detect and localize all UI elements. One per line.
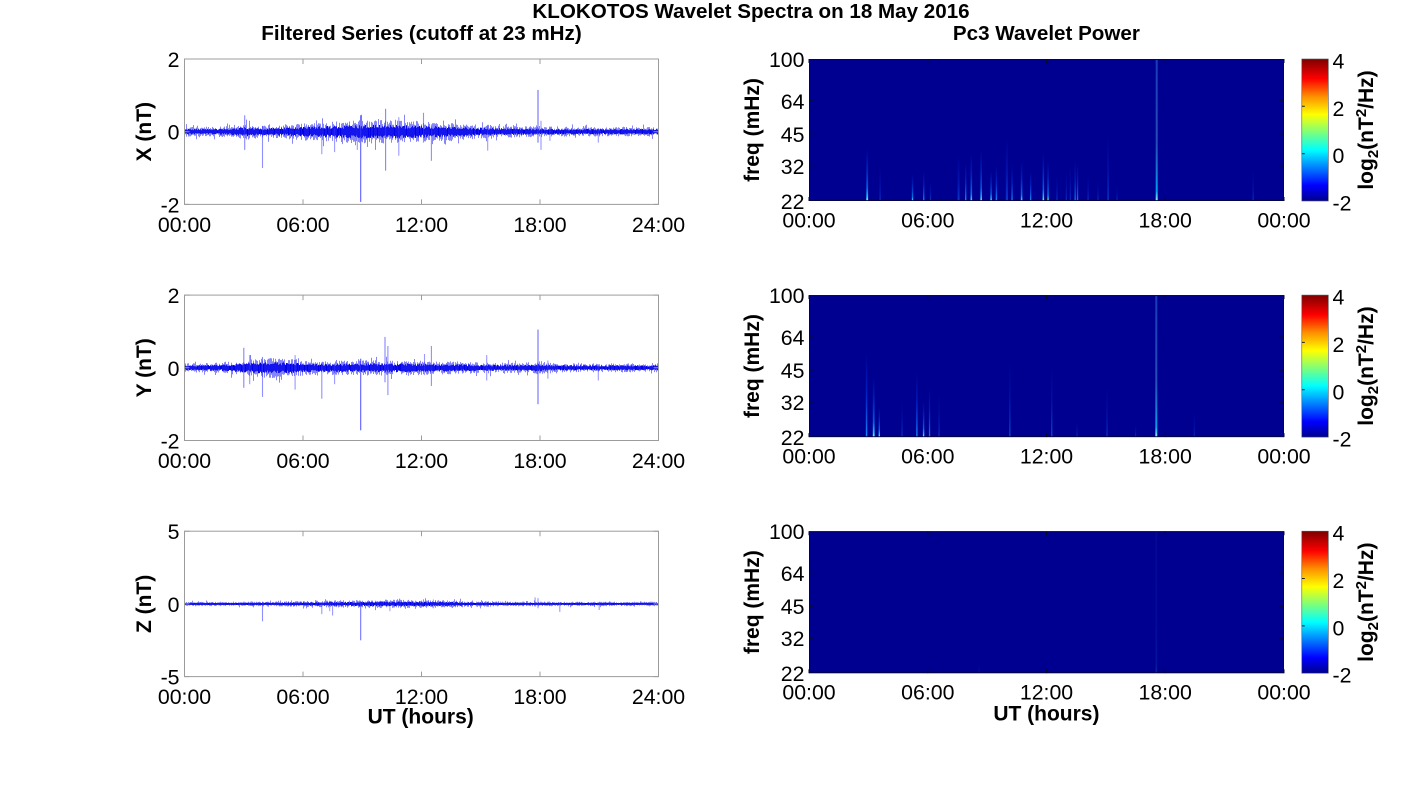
svg-text:2: 2 xyxy=(1333,569,1345,593)
svg-text:24:00: 24:00 xyxy=(632,449,685,473)
svg-text:-2: -2 xyxy=(161,430,180,454)
svg-text:12:00: 12:00 xyxy=(1020,209,1073,233)
svg-text:18:00: 18:00 xyxy=(513,685,566,709)
svg-text:log2(nT2/Hz): log2(nT2/Hz) xyxy=(1353,306,1382,425)
svg-text:18:00: 18:00 xyxy=(513,449,566,473)
svg-text:45: 45 xyxy=(781,359,805,383)
svg-text:-2: -2 xyxy=(1333,664,1352,688)
svg-text:0: 0 xyxy=(168,357,180,381)
svg-text:12:00: 12:00 xyxy=(395,685,448,709)
svg-text:Z (nT): Z (nT) xyxy=(133,575,156,633)
svg-text:freq (mHz): freq (mHz) xyxy=(741,78,764,182)
svg-text:18:00: 18:00 xyxy=(1139,209,1192,233)
svg-text:Filtered Series (cutoff at 23: Filtered Series (cutoff at 23 mHz) xyxy=(261,22,581,45)
svg-text:2: 2 xyxy=(1333,333,1345,357)
svg-text:-2: -2 xyxy=(1333,428,1352,452)
svg-text:5: 5 xyxy=(168,520,180,544)
svg-text:06:00: 06:00 xyxy=(901,445,954,469)
svg-text:100: 100 xyxy=(769,48,805,72)
svg-text:00:00: 00:00 xyxy=(158,213,211,237)
svg-text:12:00: 12:00 xyxy=(1020,681,1073,705)
svg-text:00:00: 00:00 xyxy=(1257,681,1310,705)
svg-text:0: 0 xyxy=(168,121,180,145)
svg-text:2: 2 xyxy=(168,284,180,308)
svg-text:06:00: 06:00 xyxy=(276,449,329,473)
svg-text:06:00: 06:00 xyxy=(276,685,329,709)
svg-text:0: 0 xyxy=(168,593,180,617)
svg-text:X (nT): X (nT) xyxy=(133,102,156,161)
svg-text:UT (hours): UT (hours) xyxy=(368,706,474,729)
svg-text:64: 64 xyxy=(781,562,805,586)
svg-text:00:00: 00:00 xyxy=(1257,445,1310,469)
svg-text:0: 0 xyxy=(1333,380,1345,404)
svg-text:32: 32 xyxy=(781,155,805,179)
svg-text:45: 45 xyxy=(781,595,805,619)
svg-text:Y (nT): Y (nT) xyxy=(133,338,156,397)
svg-text:22: 22 xyxy=(781,426,805,450)
svg-text:4: 4 xyxy=(1333,286,1345,310)
svg-text:18:00: 18:00 xyxy=(513,213,566,237)
svg-text:100: 100 xyxy=(769,520,805,544)
svg-text:00:00: 00:00 xyxy=(1257,209,1310,233)
svg-text:4: 4 xyxy=(1333,522,1345,546)
svg-text:18:00: 18:00 xyxy=(1139,681,1192,705)
svg-text:12:00: 12:00 xyxy=(1020,445,1073,469)
svg-text:freq (mHz): freq (mHz) xyxy=(741,550,764,654)
svg-text:06:00: 06:00 xyxy=(901,209,954,233)
svg-text:KLOKOTOS Wavelet Spectra on 18: KLOKOTOS Wavelet Spectra on 18 May 2016 xyxy=(532,0,969,23)
svg-text:0: 0 xyxy=(1333,616,1345,640)
svg-text:Pc3 Wavelet Power: Pc3 Wavelet Power xyxy=(953,22,1140,45)
svg-text:64: 64 xyxy=(781,90,805,114)
svg-text:-5: -5 xyxy=(161,666,180,690)
svg-text:00:00: 00:00 xyxy=(158,685,211,709)
svg-text:2: 2 xyxy=(168,48,180,72)
svg-text:2: 2 xyxy=(1333,97,1345,121)
svg-text:12:00: 12:00 xyxy=(395,449,448,473)
svg-text:00:00: 00:00 xyxy=(158,449,211,473)
svg-text:45: 45 xyxy=(781,123,805,147)
svg-text:06:00: 06:00 xyxy=(901,681,954,705)
svg-text:24:00: 24:00 xyxy=(632,213,685,237)
svg-text:06:00: 06:00 xyxy=(276,213,329,237)
svg-text:log2(nT2/Hz): log2(nT2/Hz) xyxy=(1353,543,1382,662)
svg-text:log2(nT2/Hz): log2(nT2/Hz) xyxy=(1353,70,1382,189)
svg-text:32: 32 xyxy=(781,391,805,415)
svg-text:-2: -2 xyxy=(161,193,180,217)
svg-text:0: 0 xyxy=(1333,144,1345,168)
svg-text:100: 100 xyxy=(769,284,805,308)
svg-text:4: 4 xyxy=(1333,50,1345,74)
svg-text:18:00: 18:00 xyxy=(1139,445,1192,469)
svg-text:12:00: 12:00 xyxy=(395,213,448,237)
svg-text:24:00: 24:00 xyxy=(632,685,685,709)
svg-text:UT (hours): UT (hours) xyxy=(993,703,1099,726)
svg-text:00:00: 00:00 xyxy=(782,445,835,469)
svg-text:22: 22 xyxy=(781,190,805,214)
svg-text:32: 32 xyxy=(781,627,805,651)
svg-text:00:00: 00:00 xyxy=(782,209,835,233)
svg-text:00:00: 00:00 xyxy=(782,681,835,705)
svg-text:64: 64 xyxy=(781,326,805,350)
svg-text:freq (mHz): freq (mHz) xyxy=(741,314,764,418)
svg-text:22: 22 xyxy=(781,662,805,686)
svg-text:-2: -2 xyxy=(1333,192,1352,216)
